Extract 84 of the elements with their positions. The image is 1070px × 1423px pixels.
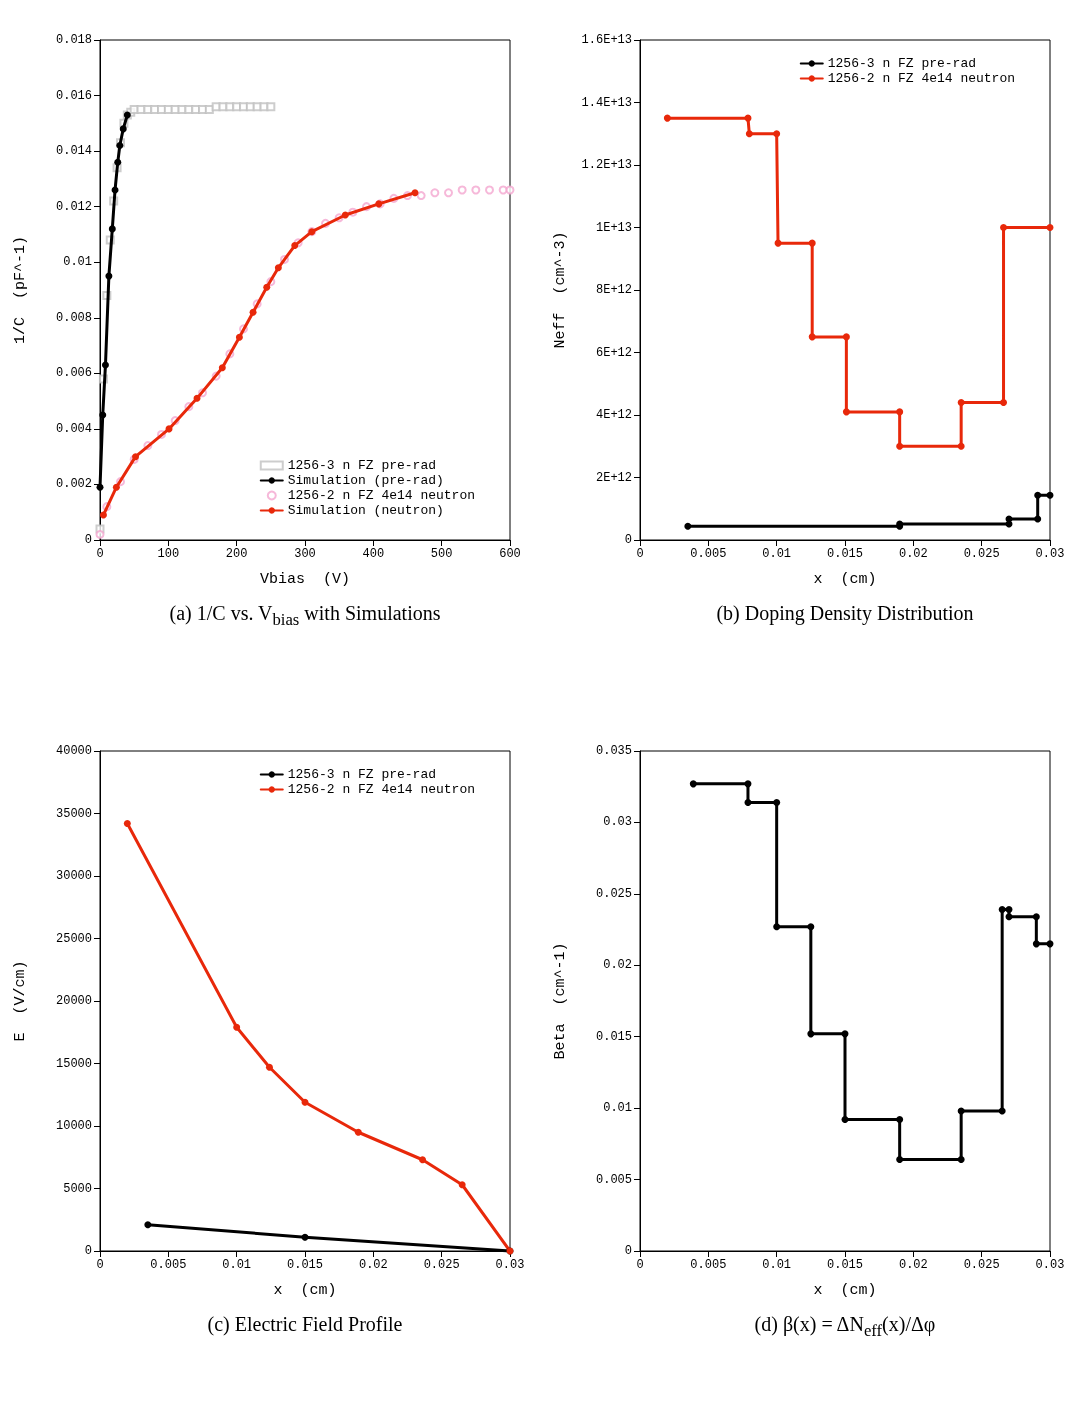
- y-tick-label: 0.008: [55, 310, 92, 325]
- x-axis-title: x (cm): [273, 1282, 337, 1299]
- y-tick-label: 0.015: [595, 1029, 632, 1044]
- legend-label: Simulation (pre-rad): [287, 473, 444, 488]
- x-tick-label: 0.005: [150, 1258, 187, 1272]
- y-tick-label: 5000: [63, 1181, 92, 1196]
- y-tick-label: 0: [84, 533, 92, 547]
- y-tick-label: 0.01: [603, 1101, 632, 1116]
- x-tick-label: 0.01: [222, 1258, 252, 1272]
- y-tick-label: 1.6E+13: [581, 33, 632, 47]
- x-tick-label: 0: [636, 1258, 644, 1272]
- y-tick-label: 4E+12: [595, 408, 632, 422]
- x-tick-label: 0: [96, 1258, 104, 1272]
- y-tick-label: 0.01: [63, 255, 92, 270]
- y-tick-label: 0: [624, 1244, 632, 1258]
- text: (d) β(x) = ΔN$_{eff}$(x)/Δφ: [753, 1313, 937, 1341]
- y-axis-title: Beta (cm^-1): [552, 942, 569, 1060]
- x-tick-label: 0.025: [963, 1258, 1000, 1272]
- y-tick-label: 15000: [55, 1056, 92, 1071]
- y-tick-label: 0.014: [55, 144, 92, 159]
- x-tick-label: 0.01: [762, 547, 792, 561]
- legend-label: 1256-3 n FZ pre-rad: [827, 56, 976, 71]
- y-axis-title: Neff (cm^-3): [552, 231, 569, 349]
- legend-label: Simulation (neutron): [287, 503, 444, 518]
- y-axis-title: 1/C (pF^-1): [12, 235, 29, 345]
- x-tick-label: 600: [499, 547, 521, 561]
- legend-label: 1256-3 n FZ pre-rad: [287, 458, 436, 473]
- y-tick-label: 35000: [55, 806, 92, 821]
- x-tick-label: 0.015: [286, 1258, 324, 1272]
- x-tick-label: 0.02: [358, 1258, 388, 1272]
- text: (a) 1/C vs. V$_{bias}$ with Simulations: [168, 602, 442, 630]
- x-tick-label: 500: [430, 547, 453, 561]
- y-tick-label: 10000: [55, 1119, 92, 1133]
- y-tick-label: 2E+12: [595, 470, 632, 485]
- x-tick-label: 0.01: [762, 1258, 792, 1272]
- x-axis-title: x (cm): [813, 571, 877, 588]
- x-tick-label: 0: [96, 547, 104, 561]
- x-tick-label: 0.03: [495, 1258, 525, 1272]
- y-tick-label: 0.006: [55, 366, 92, 381]
- x-tick-label: 0.015: [826, 547, 864, 561]
- y-tick-label: 0.012: [55, 199, 92, 214]
- y-tick-label: 1.4E+13: [581, 95, 632, 110]
- y-tick-label: 8E+12: [595, 283, 632, 297]
- legend-label: 1256-2 n FZ 4e14 neutron: [827, 71, 1015, 86]
- x-tick-label: 0.03: [1035, 1258, 1065, 1272]
- x-tick-label: 0.02: [898, 1258, 928, 1272]
- y-tick-label: 0: [84, 1244, 92, 1258]
- y-tick-label: 25000: [55, 931, 92, 946]
- y-tick-label: 1.2E+13: [581, 158, 632, 172]
- x-tick-label: 0.005: [690, 547, 727, 561]
- y-tick-label: 40000: [55, 744, 92, 758]
- x-tick-label: 0.02: [898, 547, 928, 561]
- x-axis-title: Vbias (V): [259, 571, 351, 588]
- y-tick-label: 0.025: [595, 886, 632, 901]
- x-tick-label: 0: [636, 547, 644, 561]
- x-tick-label: 200: [225, 547, 248, 561]
- y-tick-label: 30000: [55, 869, 92, 883]
- x-tick-label: 300: [294, 547, 316, 561]
- text: (c) Electric Field Profile: [206, 1313, 404, 1336]
- y-tick-label: 0.02: [603, 958, 632, 973]
- legend-label: 1256-2 n FZ 4e14 neutron: [287, 782, 475, 797]
- x-tick-label: 0.015: [826, 1258, 864, 1272]
- y-tick-label: 0.002: [55, 477, 92, 492]
- x-tick-label: 400: [362, 547, 385, 561]
- y-tick-label: 0: [624, 533, 632, 547]
- x-tick-label: 0.03: [1035, 547, 1065, 561]
- legend-label: 1256-3 n FZ pre-rad: [287, 767, 436, 782]
- y-tick-label: 0.03: [603, 815, 632, 830]
- y-axis-title: E (V/cm): [12, 960, 29, 1042]
- x-tick-label: 100: [157, 547, 180, 561]
- y-tick-label: 0.005: [595, 1172, 632, 1187]
- y-tick-label: 0.018: [55, 33, 92, 47]
- x-tick-label: 0.025: [423, 1258, 460, 1272]
- y-tick-label: 1E+13: [595, 220, 632, 235]
- y-tick-label: 20000: [55, 994, 92, 1008]
- legend-label: 1256-2 n FZ 4e14 neutron: [287, 488, 475, 503]
- text: (b) Doping Density Distribution: [715, 602, 975, 625]
- y-tick-label: 0.016: [55, 88, 92, 103]
- x-tick-label: 0.005: [690, 1258, 727, 1272]
- x-axis-title: x (cm): [813, 1282, 877, 1299]
- y-tick-label: 0.035: [595, 744, 632, 758]
- y-tick-label: 0.004: [55, 421, 92, 436]
- y-tick-label: 6E+12: [595, 345, 632, 360]
- x-tick-label: 0.025: [963, 547, 1000, 561]
